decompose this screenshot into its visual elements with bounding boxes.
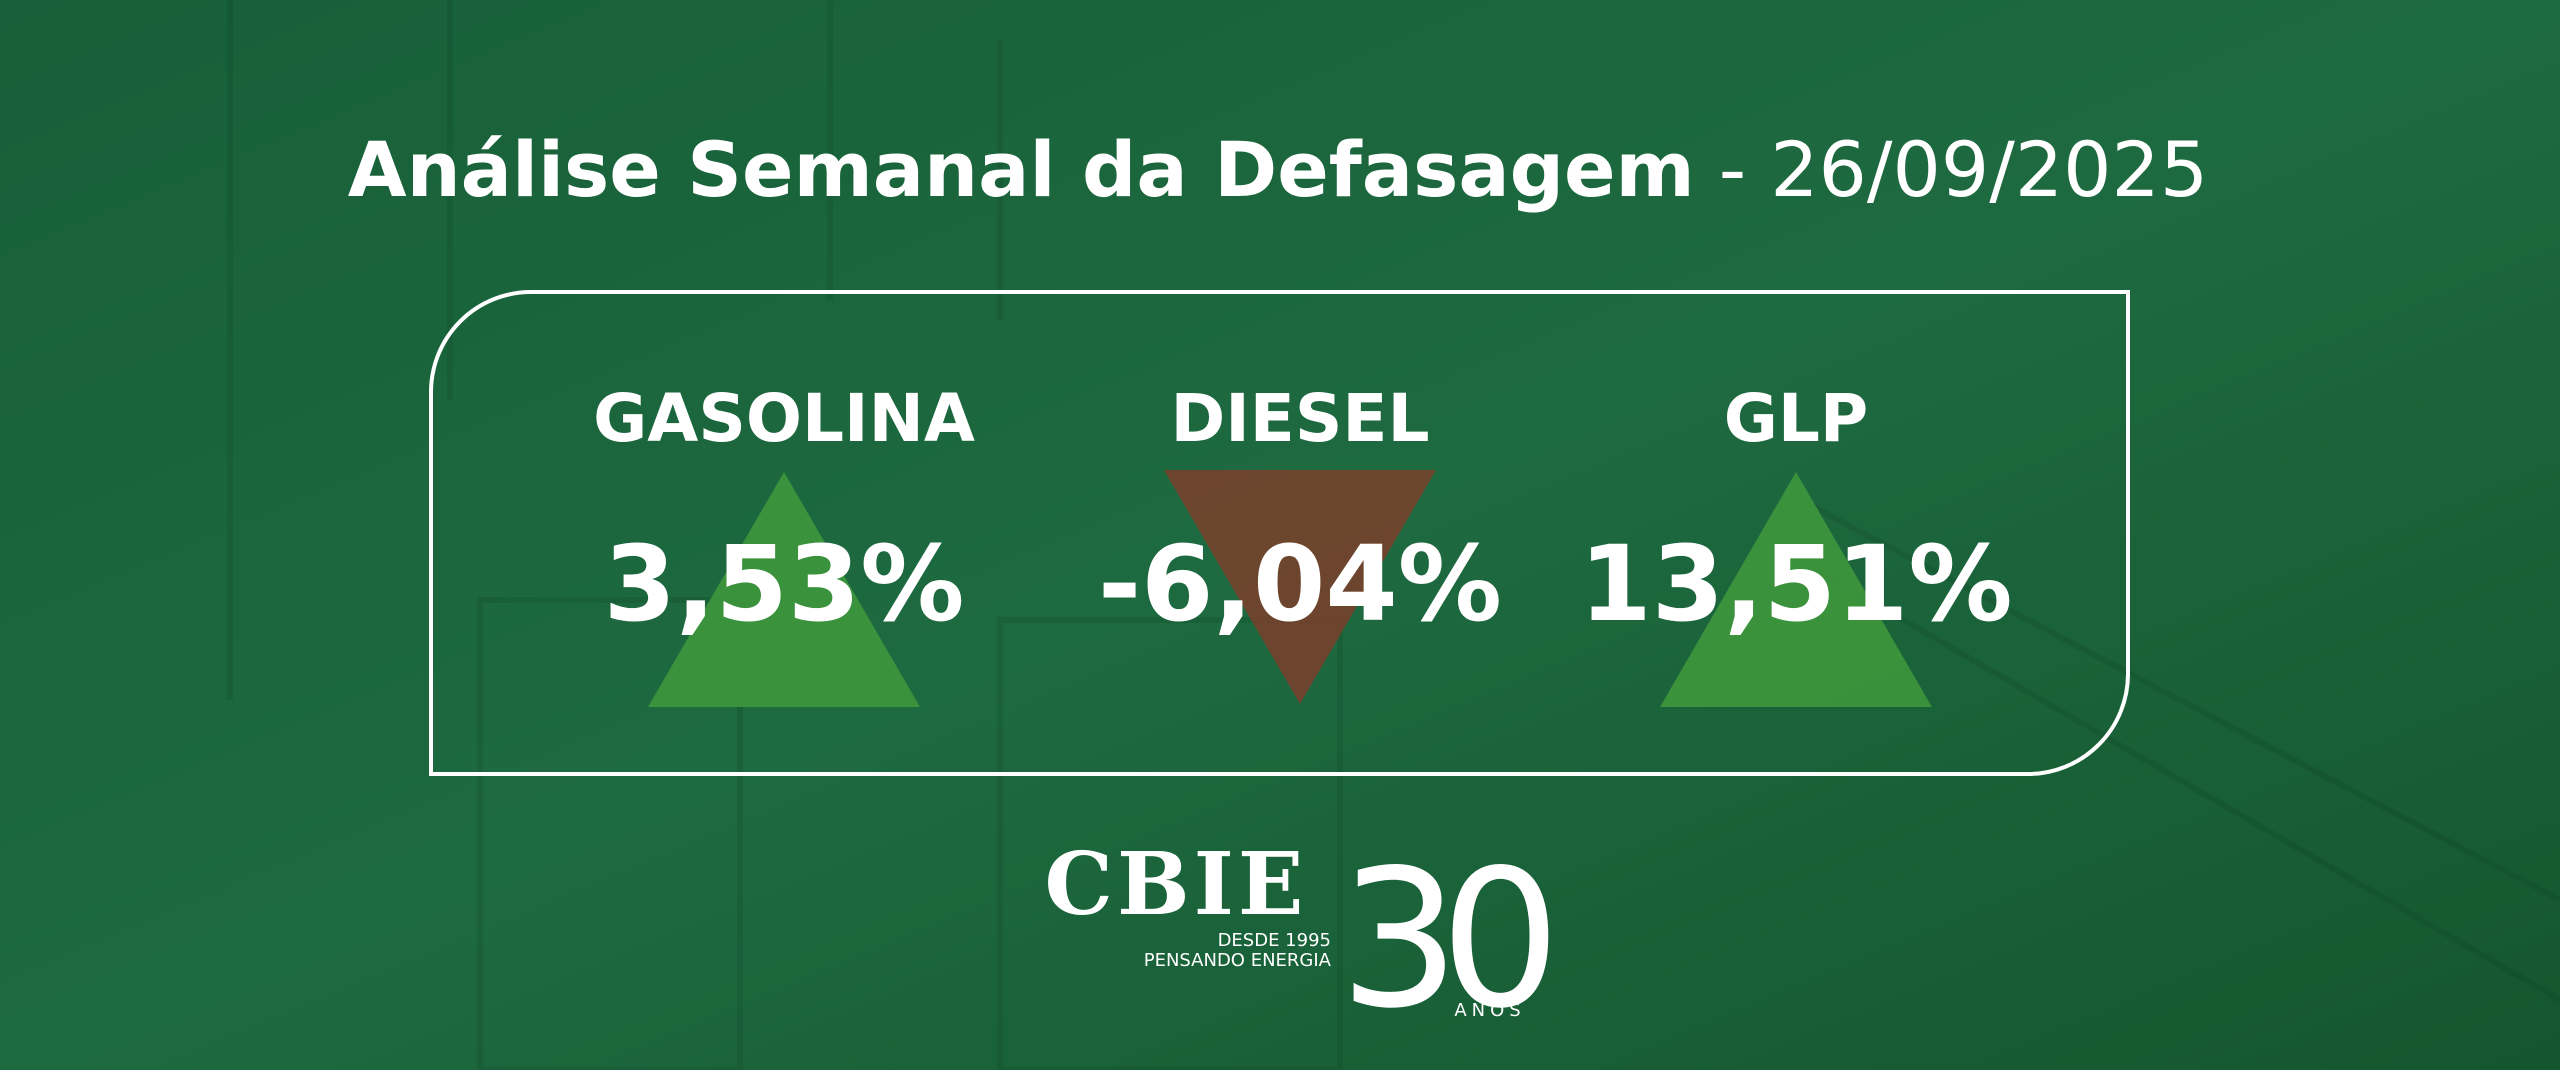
item-label: GLP	[1724, 380, 1869, 457]
title-separator: -	[1719, 125, 1746, 214]
item-value: -6,04%	[1098, 523, 1502, 645]
trend-triangle	[1660, 472, 1932, 707]
title-date: 26/09/2025	[1770, 125, 2208, 214]
items: GASOLINA 3,53% DIESEL -6,04% GLP 13,51%	[593, 380, 2013, 707]
title: Análise Semanal da Defasagem -26/09/2025	[348, 125, 2208, 214]
item-value: 3,53%	[604, 523, 965, 645]
logo-name: CBIE	[1045, 834, 1308, 935]
panel-frame	[429, 290, 2130, 776]
title-text: Análise Semanal da Defasagem	[348, 125, 1695, 214]
trend-triangle	[1164, 470, 1436, 704]
logo-tagline: PENSANDO ENERGIA	[1144, 950, 1332, 971]
logo-since: DESDE 1995	[1218, 930, 1331, 951]
item-label: DIESEL	[1170, 380, 1429, 457]
logo-years: 30	[1339, 829, 1549, 1050]
logo-years-label: ANOS	[1454, 1000, 1525, 1021]
background-texture	[227, 0, 2560, 1070]
trend-triangle	[648, 472, 920, 707]
item-value: 13,51%	[1579, 523, 2012, 645]
item-label: GASOLINA	[593, 380, 975, 457]
logo: CBIE DESDE 1995 PENSANDO ENERGIA 30 ANOS	[1045, 829, 1569, 1050]
